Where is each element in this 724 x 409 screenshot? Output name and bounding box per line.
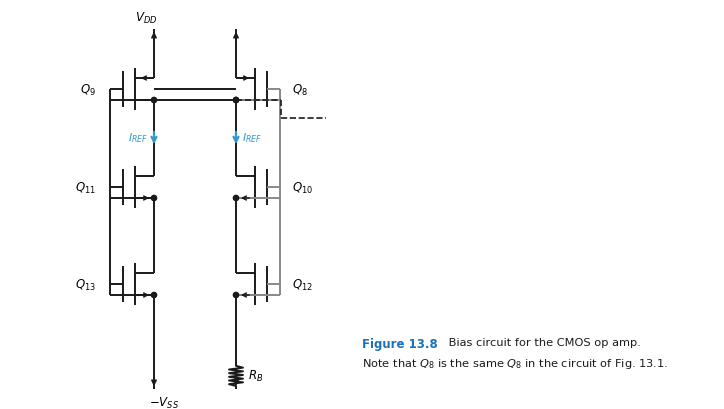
Text: $Q_{12}$: $Q_{12}$ — [292, 277, 313, 292]
Text: $Q_{13}$: $Q_{13}$ — [75, 277, 96, 292]
Text: $V_{DD}$: $V_{DD}$ — [135, 11, 157, 26]
Text: $Q_{11}$: $Q_{11}$ — [75, 180, 96, 195]
Text: $Q_9$: $Q_9$ — [80, 82, 96, 97]
Text: $-V_{SS}$: $-V_{SS}$ — [149, 395, 179, 409]
Text: Note that $Q_8$ is the same $Q_8$ in the circuit of Fig. 13.1.: Note that $Q_8$ is the same $Q_8$ in the… — [362, 356, 668, 370]
Circle shape — [233, 98, 239, 103]
Text: $Q_{10}$: $Q_{10}$ — [292, 180, 313, 195]
Text: Figure 13.8: Figure 13.8 — [362, 337, 438, 350]
Text: $R_B$: $R_B$ — [248, 368, 264, 382]
Text: $I_{REF}$: $I_{REF}$ — [128, 131, 148, 144]
Circle shape — [233, 98, 239, 103]
Circle shape — [233, 293, 239, 298]
Text: $I_{REF}$: $I_{REF}$ — [242, 131, 262, 144]
Circle shape — [151, 98, 156, 103]
Text: $Q_8$: $Q_8$ — [292, 82, 308, 97]
Circle shape — [151, 293, 156, 298]
Circle shape — [151, 196, 156, 201]
Circle shape — [233, 196, 239, 201]
Text: Bias circuit for the CMOS op amp.: Bias circuit for the CMOS op amp. — [445, 337, 641, 347]
